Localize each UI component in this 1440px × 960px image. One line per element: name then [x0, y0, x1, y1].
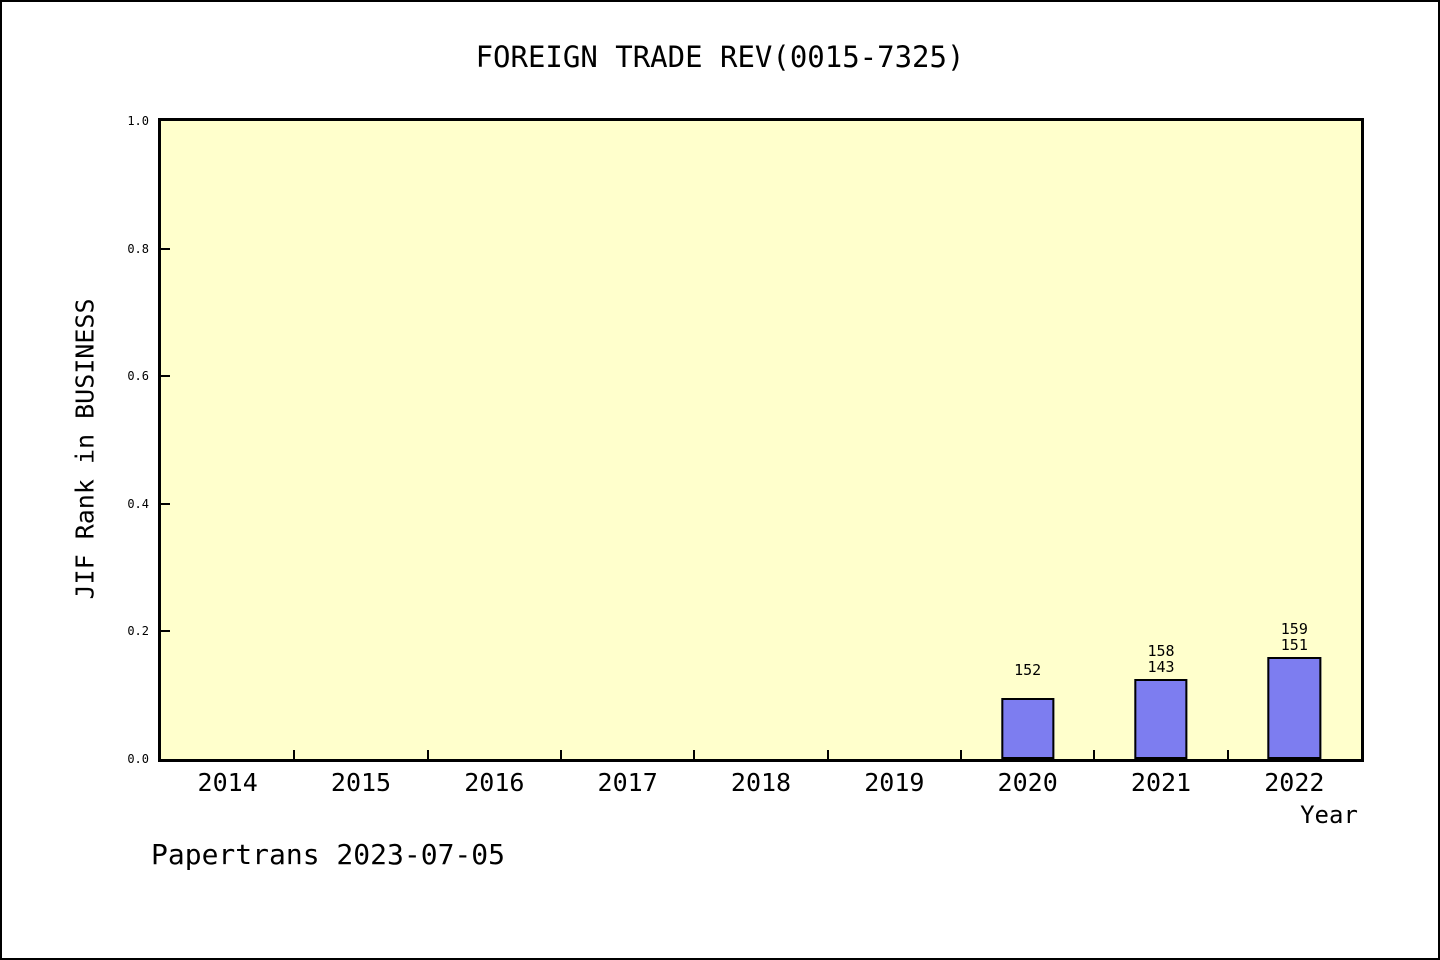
bar-value-line: 143 [1147, 658, 1175, 677]
x-tick-mark [826, 750, 829, 759]
x-tick-label-2014: 2014 [197, 768, 258, 797]
bar-value-line: 159 [1280, 619, 1308, 638]
y-tick-label-0.6: 0.6 [127, 369, 149, 384]
y-tick-label-0.8: 0.8 [127, 241, 149, 256]
footer-watermark: Papertrans 2023-07-05 [151, 838, 506, 871]
x-tick-label-2017: 2017 [597, 768, 658, 797]
plot-area: 2014 2015 2016 2017 2018 2019 2020 152 2021 158 14… [127, 114, 1364, 797]
x-tick-mark [693, 750, 696, 759]
x-tick-mark [426, 750, 429, 759]
y-tick-mark [161, 247, 170, 250]
x-tick-mark [1093, 750, 1096, 759]
y-tick-label-0.0: 0.0 [127, 752, 149, 766]
bar-2021 [1134, 678, 1188, 759]
bar-value-label-2022: 159 151 [1281, 621, 1308, 654]
x-tick-label-2016: 2016 [464, 768, 525, 797]
bar-value-label-2021: 158 143 [1147, 643, 1174, 676]
bar-2022 [1267, 656, 1321, 759]
x-tick-label-2015: 2015 [330, 768, 392, 797]
x-tick-label-2020: 2020 [997, 768, 1058, 797]
x-tick-label-2021: 2021 [1130, 768, 1192, 797]
x-tick-label-2022: 2022 [1264, 768, 1325, 797]
y-tick-label-1.0: 1.0 [127, 114, 149, 128]
y-tick-mark [161, 502, 170, 505]
chart-title: FOREIGN TRADE REV(0015-7325) [475, 40, 965, 74]
x-tick-label-2019: 2019 [864, 768, 925, 797]
x-tick-mark [293, 750, 296, 759]
y-tick-label-0.2: 0.2 [127, 624, 149, 639]
y-tick-label-0.4: 0.4 [127, 496, 149, 511]
bar-value-line: 158 [1147, 641, 1175, 660]
y-tick-mark [161, 375, 170, 378]
x-tick-label-2018: 2018 [730, 768, 792, 797]
bar-2020 [1001, 698, 1055, 759]
x-tick-mark [560, 750, 562, 759]
x-tick-mark [960, 750, 962, 759]
bar-value-line: 151 [1280, 636, 1308, 655]
y-tick-mark [161, 630, 170, 633]
x-axis-label: Year [1300, 801, 1358, 829]
bar-value-label-2020: 152 [1014, 662, 1041, 695]
bar-value-line: 152 [1014, 661, 1042, 680]
x-tick-mark [1226, 750, 1229, 759]
